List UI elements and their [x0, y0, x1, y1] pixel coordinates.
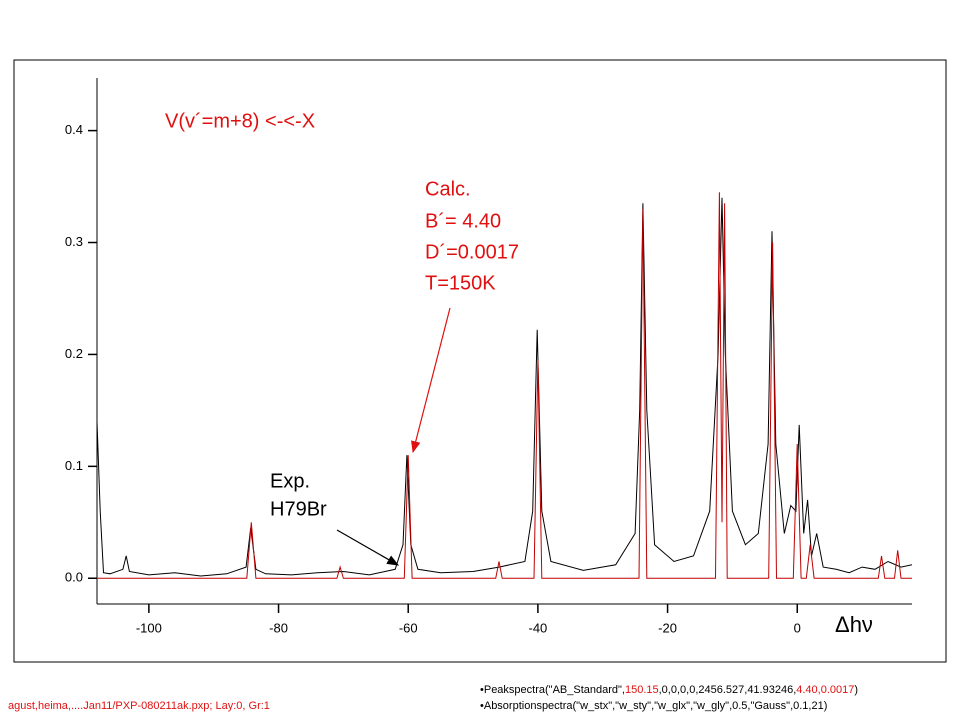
y-tick-label: 0.0	[65, 570, 83, 585]
chart-title: V(v´=m+8) <-<-X	[165, 110, 315, 132]
footer-part: ,0,0,0,0,2456.527,41.93246,	[659, 684, 797, 696]
footer-line: •Peakspectra("AB_Standard",150.15,0,0,0,…	[480, 684, 858, 696]
footer-part: 150.15	[625, 684, 659, 696]
annotation: Calc.	[425, 178, 471, 200]
series-line	[96, 197, 913, 577]
y-tick-label: 0.4	[65, 122, 83, 137]
arrow	[411, 307, 451, 454]
source-note: agust,heima,....Jan11/PXP-080211ak.pxp; …	[8, 700, 270, 712]
y-tick-label: 0.2	[65, 346, 83, 361]
annotation: B´= 4.40	[425, 210, 501, 232]
x-tick-label: -60	[399, 620, 418, 635]
annotation: D´=0.0017	[425, 241, 519, 263]
arrow	[336, 529, 400, 566]
frame	[13, 59, 947, 663]
x-tick-label: -20	[658, 620, 677, 635]
footer-line: •Absorptionspectra("w_stx","w_sty","w_gl…	[480, 700, 827, 712]
series-line	[97, 192, 912, 579]
annotation: H79Br	[270, 498, 327, 520]
y-tick-label: 0.3	[65, 234, 83, 249]
annotation: T=150K	[425, 272, 496, 294]
x-tick-label: -100	[136, 620, 162, 635]
x-tick-label: -40	[528, 620, 547, 635]
annotation: Exp.	[270, 470, 310, 492]
footer-part: )	[854, 684, 858, 696]
x-axis-label: Δhν	[835, 612, 873, 637]
footer-part: 4.40,0.0017	[796, 684, 854, 696]
x-tick-label: 0	[794, 620, 801, 635]
y-tick-label: 0.1	[65, 458, 83, 473]
footer-part: •Peakspectra("AB_Standard",	[480, 684, 625, 696]
x-tick-label: -80	[269, 620, 288, 635]
